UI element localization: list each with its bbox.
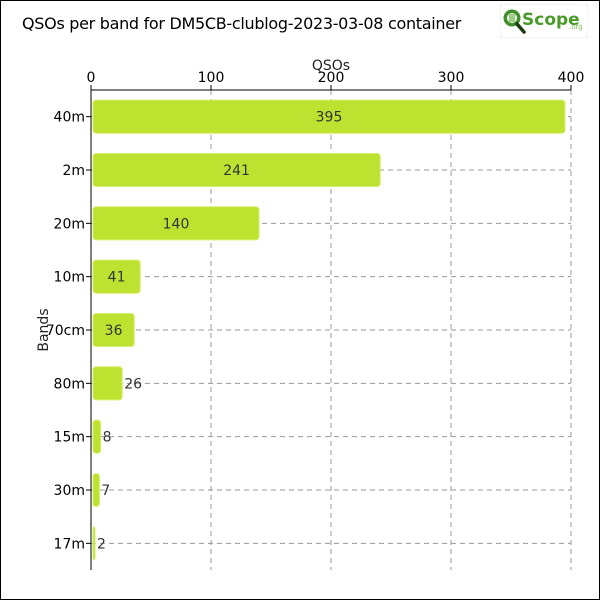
x-tick-label: 0 — [87, 70, 96, 86]
bar-10m — [92, 259, 141, 294]
data-label: 8 — [103, 430, 112, 446]
data-label: 36 — [105, 323, 123, 339]
y-tick-label: 70cm — [46, 323, 85, 339]
bar-40m — [92, 99, 566, 134]
magnifier-q-icon — [503, 9, 526, 34]
logo-suffix: .org — [569, 23, 583, 31]
bar-2m — [92, 152, 381, 188]
data-label: 7 — [101, 483, 110, 499]
y-tick-label: 17m — [54, 536, 85, 552]
x-tick-label: 100 — [198, 70, 225, 86]
x-tick-label: 400 — [558, 70, 585, 86]
data-label: 26 — [124, 376, 142, 392]
y-tick-label: 10m — [54, 270, 85, 286]
y-tick-label: 20m — [54, 216, 85, 232]
bar-70cm — [92, 312, 135, 348]
y-tick-label: 15m — [54, 430, 85, 446]
bar-30m — [92, 472, 100, 508]
data-label: 140 — [163, 216, 190, 232]
bar-20m — [92, 206, 260, 241]
data-label: 395 — [316, 110, 343, 126]
y-tick-label: 2m — [62, 163, 85, 179]
y-tick-label: 40m — [54, 110, 85, 126]
qscope-logo: Scope .org — [500, 4, 588, 38]
y-tick-label: 80m — [54, 376, 85, 392]
data-label: 241 — [223, 163, 250, 179]
chart-title: QSOs per band for DM5CB-clublog-2023-03-… — [22, 14, 462, 33]
x-tick-label: 200 — [318, 70, 345, 86]
bar-80m — [92, 366, 123, 401]
logo-text: Scope — [522, 10, 580, 30]
bar-17m — [92, 526, 96, 561]
x-axis-title: QSOs — [312, 58, 350, 74]
y-tick-label: 30m — [54, 483, 85, 499]
y-axis-title: Bands — [36, 308, 52, 351]
data-label: 2 — [97, 536, 106, 552]
data-label: 41 — [108, 270, 126, 286]
x-tick-label: 300 — [438, 70, 465, 86]
bar-15m — [92, 419, 102, 454]
